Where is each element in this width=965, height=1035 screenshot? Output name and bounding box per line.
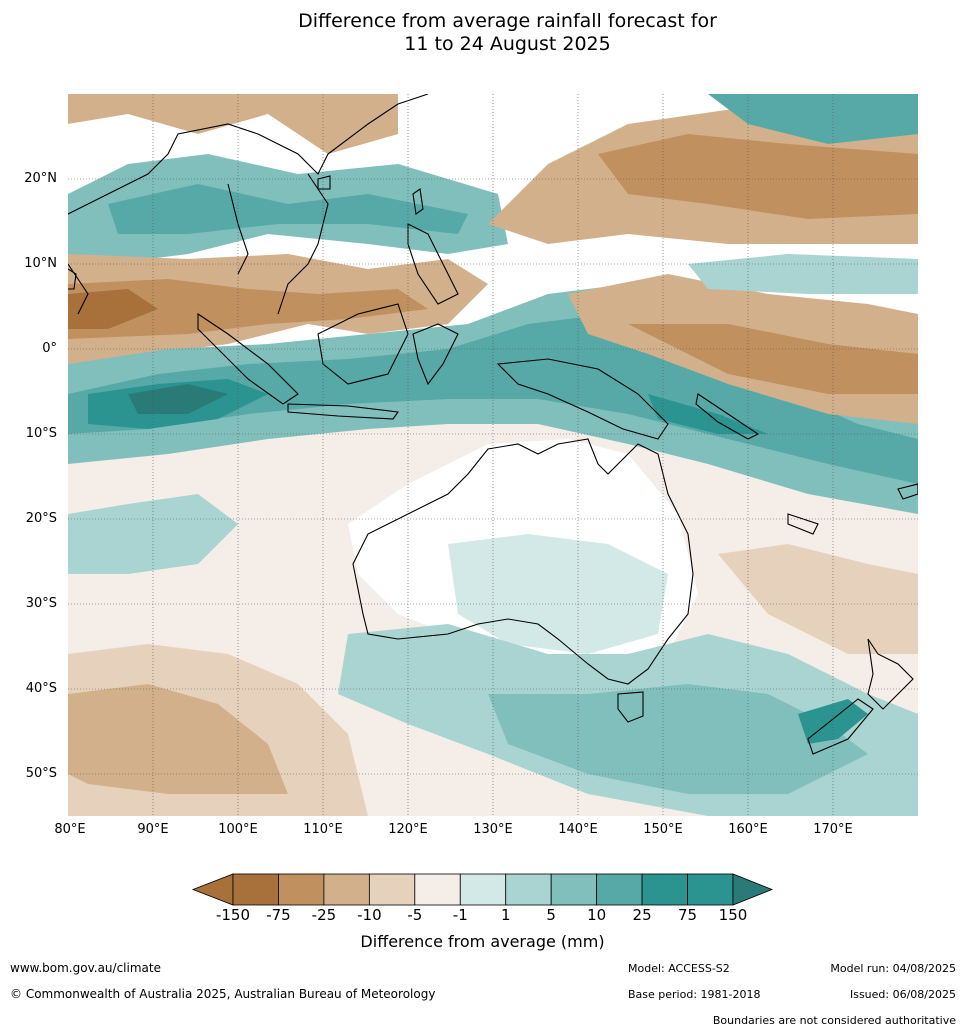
disclaimer: Boundaries are not considered authoritat… bbox=[712, 1014, 956, 1027]
colorbar-box-3 bbox=[368, 873, 416, 906]
lon-label-170e: 170°E bbox=[813, 822, 853, 837]
issued-date: Issued: 06/08/2025 bbox=[849, 988, 956, 1001]
lon-label-110e: 110°E bbox=[303, 822, 343, 837]
lon-label-160e: 160°E bbox=[728, 822, 768, 837]
colorbar-box-5 bbox=[459, 873, 507, 906]
colorbar-box-1 bbox=[278, 873, 325, 906]
lat-label-20n: 20°N bbox=[24, 171, 57, 186]
model-name: Model: ACCESS-S2 bbox=[628, 962, 730, 975]
rainfall-map bbox=[68, 94, 918, 816]
colorbar-extend-high bbox=[732, 873, 774, 906]
colorbar-box-10 bbox=[687, 873, 734, 906]
map-canvas bbox=[68, 94, 918, 816]
colorbar-tick-label: -150 bbox=[215, 906, 251, 924]
colorbar-box-4 bbox=[414, 873, 461, 906]
copyright: © Commonwealth of Australia 2025, Austra… bbox=[10, 987, 436, 1001]
colorbar-box-6 bbox=[505, 873, 552, 906]
colorbar-tick-label: 75 bbox=[677, 906, 698, 924]
colorbar-tick-label: 1 bbox=[500, 906, 511, 924]
colorbar-box-0 bbox=[232, 873, 279, 906]
title-line-2: 11 to 24 August 2025 bbox=[404, 33, 611, 55]
colorbar-tick-label: -10 bbox=[357, 906, 382, 924]
website-link[interactable]: www.bom.gov.au/climate bbox=[10, 961, 161, 975]
colorbar-tick-label: -75 bbox=[266, 906, 291, 924]
lat-label-50s: 50°S bbox=[25, 766, 57, 781]
colorbar-tick-label: 150 bbox=[718, 906, 748, 924]
colorbar-tick-label: -5 bbox=[407, 906, 423, 924]
lon-label-80e: 80°E bbox=[54, 822, 86, 837]
lat-label-20s: 20°S bbox=[25, 511, 57, 526]
colorbar-box-2 bbox=[323, 873, 370, 906]
base-period: Base period: 1981-2018 bbox=[628, 988, 761, 1001]
colorbar-tick-label: 25 bbox=[632, 906, 652, 924]
colorbar-label: Difference from average (mm) bbox=[360, 932, 605, 951]
lon-label-140e: 140°E bbox=[558, 822, 598, 837]
lon-label-100e: 100°E bbox=[218, 822, 258, 837]
lon-label-130e: 130°E bbox=[473, 822, 513, 837]
lat-label-0: 0° bbox=[42, 341, 57, 356]
colorbar-tick-label: -25 bbox=[311, 906, 337, 924]
lat-label-10s: 10°S bbox=[25, 426, 57, 441]
colorbar-tick-label: 10 bbox=[587, 906, 607, 924]
colorbar-tick-label: -1 bbox=[452, 906, 468, 924]
colorbar bbox=[191, 873, 774, 906]
colorbar-box-7 bbox=[550, 873, 598, 906]
lon-label-150e: 150°E bbox=[643, 822, 683, 837]
map-title: Difference from average rainfall forecas… bbox=[0, 10, 965, 56]
lat-label-30s: 30°S bbox=[25, 596, 57, 611]
colorbar-tick-label: 5 bbox=[546, 906, 556, 924]
graticule bbox=[68, 94, 918, 816]
colorbar-box-8 bbox=[596, 873, 643, 906]
colorbar-box-9 bbox=[641, 873, 688, 906]
coastlines bbox=[68, 94, 918, 755]
lat-label-10n: 10°N bbox=[24, 256, 57, 271]
lon-label-120e: 120°E bbox=[388, 822, 428, 837]
colorbar-extend-low bbox=[191, 873, 234, 906]
lon-label-90e: 90°E bbox=[137, 822, 169, 837]
model-run: Model run: 04/08/2025 bbox=[830, 962, 956, 975]
title-line-1: Difference from average rainfall forecas… bbox=[298, 10, 717, 32]
lat-label-40s: 40°S bbox=[25, 681, 57, 696]
